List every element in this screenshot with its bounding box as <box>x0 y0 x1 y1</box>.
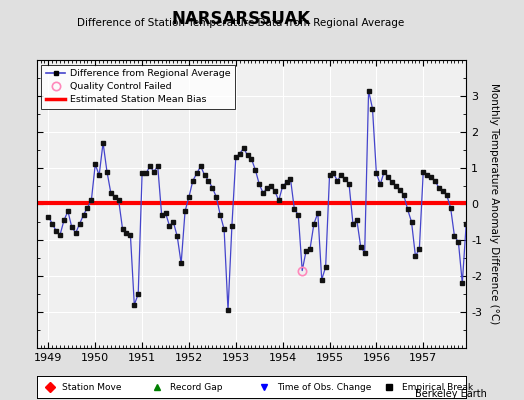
Text: NARSARSSUAK: NARSARSSUAK <box>171 10 311 28</box>
Text: Time of Obs. Change: Time of Obs. Change <box>277 382 372 392</box>
Text: Empirical Break: Empirical Break <box>402 382 473 392</box>
Legend: Difference from Regional Average, Quality Control Failed, Estimated Station Mean: Difference from Regional Average, Qualit… <box>41 65 235 109</box>
Text: Record Gap: Record Gap <box>170 382 222 392</box>
Text: Berkeley Earth: Berkeley Earth <box>416 389 487 399</box>
Text: Difference of Station Temperature Data from Regional Average: Difference of Station Temperature Data f… <box>78 18 405 28</box>
Text: Station Move: Station Move <box>62 382 122 392</box>
Y-axis label: Monthly Temperature Anomaly Difference (°C): Monthly Temperature Anomaly Difference (… <box>489 83 499 325</box>
